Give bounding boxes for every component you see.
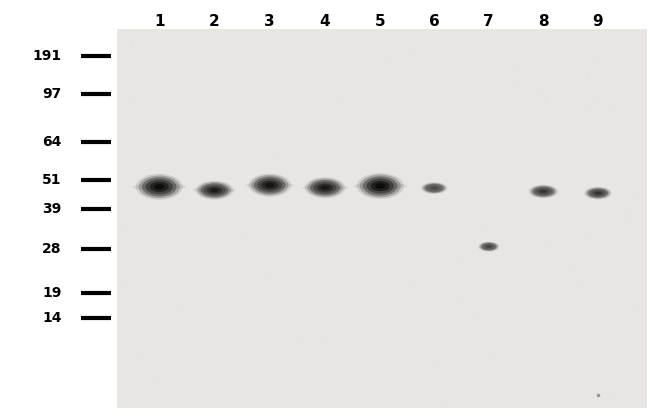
Ellipse shape (251, 175, 289, 195)
Ellipse shape (371, 181, 389, 191)
Ellipse shape (529, 185, 558, 198)
Bar (117, 29, 647, 408)
Ellipse shape (354, 182, 407, 190)
Ellipse shape (138, 176, 180, 198)
Ellipse shape (486, 245, 491, 248)
Ellipse shape (586, 188, 610, 199)
Ellipse shape (211, 188, 218, 192)
Ellipse shape (307, 178, 343, 197)
Text: 14: 14 (42, 311, 62, 325)
Text: 3: 3 (265, 14, 275, 29)
Ellipse shape (535, 188, 552, 195)
Ellipse shape (201, 183, 228, 197)
Text: 6: 6 (429, 14, 439, 29)
Ellipse shape (590, 189, 606, 197)
Ellipse shape (320, 186, 330, 190)
Ellipse shape (540, 190, 547, 193)
Ellipse shape (432, 187, 437, 189)
Text: 19: 19 (42, 285, 62, 300)
Ellipse shape (538, 189, 549, 194)
Ellipse shape (302, 185, 348, 191)
Ellipse shape (133, 183, 186, 191)
Ellipse shape (424, 184, 444, 192)
Ellipse shape (485, 245, 493, 249)
Ellipse shape (146, 179, 173, 194)
Text: 9: 9 (593, 14, 603, 29)
Ellipse shape (593, 191, 603, 196)
Ellipse shape (595, 192, 601, 194)
Text: 8: 8 (538, 14, 549, 29)
Text: 5: 5 (375, 14, 385, 29)
Text: 1: 1 (154, 14, 164, 29)
Ellipse shape (480, 242, 498, 251)
Text: 64: 64 (42, 135, 62, 149)
Text: 2: 2 (209, 14, 220, 29)
Text: 191: 191 (32, 49, 62, 64)
Ellipse shape (310, 180, 340, 196)
Ellipse shape (313, 181, 337, 194)
Ellipse shape (136, 174, 183, 200)
Ellipse shape (367, 178, 394, 194)
Ellipse shape (588, 189, 608, 198)
Text: 39: 39 (42, 202, 62, 216)
Ellipse shape (203, 185, 226, 196)
Ellipse shape (150, 182, 168, 192)
Ellipse shape (422, 183, 446, 193)
Text: 51: 51 (42, 173, 62, 187)
Ellipse shape (305, 177, 345, 198)
Text: 7: 7 (484, 14, 494, 29)
Ellipse shape (196, 181, 233, 200)
Ellipse shape (265, 183, 274, 188)
Ellipse shape (359, 175, 401, 197)
Ellipse shape (248, 174, 291, 197)
Ellipse shape (254, 177, 285, 194)
Ellipse shape (421, 182, 447, 194)
Ellipse shape (207, 186, 222, 194)
Ellipse shape (193, 188, 236, 193)
Ellipse shape (261, 181, 278, 190)
Ellipse shape (198, 182, 231, 199)
Ellipse shape (532, 186, 554, 196)
Ellipse shape (142, 177, 177, 196)
Text: 28: 28 (42, 242, 62, 256)
Ellipse shape (483, 244, 495, 250)
Ellipse shape (481, 243, 497, 250)
Ellipse shape (530, 186, 556, 197)
Ellipse shape (154, 184, 164, 190)
Ellipse shape (363, 176, 398, 196)
Ellipse shape (375, 183, 385, 189)
Ellipse shape (246, 182, 294, 189)
Ellipse shape (426, 185, 442, 191)
Ellipse shape (429, 186, 439, 191)
Text: 4: 4 (320, 14, 330, 29)
Ellipse shape (357, 173, 404, 199)
Ellipse shape (257, 178, 282, 192)
Text: 97: 97 (42, 87, 62, 101)
Ellipse shape (317, 184, 333, 192)
Ellipse shape (584, 187, 612, 199)
Ellipse shape (478, 242, 499, 252)
